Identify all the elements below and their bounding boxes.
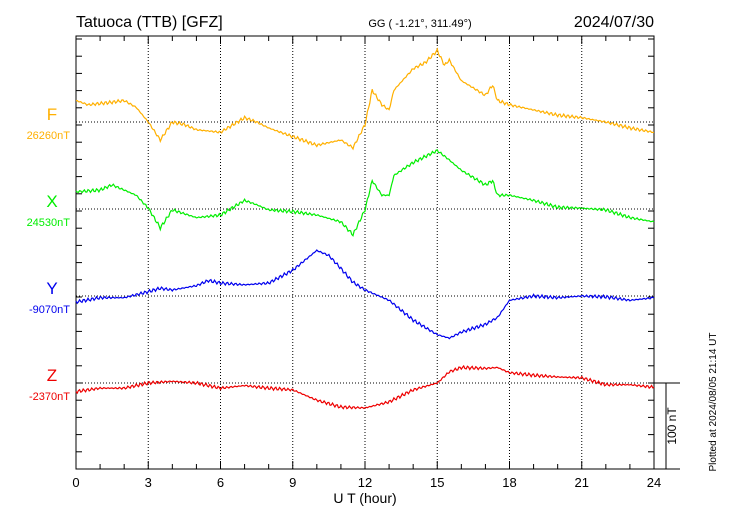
- series-label-f: F: [47, 105, 57, 124]
- series-line-y: [75, 249, 655, 340]
- x-tick-label: 15: [430, 475, 444, 490]
- baseline-label-x: 24530nT: [27, 217, 71, 229]
- baseline-label-f: 26260nT: [27, 130, 71, 142]
- series-line-x: [75, 149, 655, 237]
- chart-date: 2024/07/30: [574, 14, 654, 31]
- x-tick-label: 21: [575, 475, 589, 490]
- plot-footer: Plotted at 2024/08/05 21:14 UT: [708, 333, 719, 472]
- x-tick-label: 12: [358, 475, 372, 490]
- chart-title: Tatuoca (TTB) [GFZ]: [76, 14, 223, 31]
- x-tick-label: 18: [502, 475, 516, 490]
- series-line-z: [75, 364, 655, 410]
- series-label-z: Z: [47, 366, 57, 385]
- baseline-label-y: -9070nT: [29, 304, 70, 316]
- scale-label: 100 nT: [665, 407, 679, 445]
- series-label-x: X: [46, 192, 57, 211]
- x-tick-label: 9: [289, 475, 296, 490]
- x-tick-label: 3: [145, 475, 152, 490]
- x-tick-label: 6: [217, 475, 224, 490]
- x-tick-label: 0: [72, 475, 79, 490]
- series-line-f: [75, 47, 655, 151]
- chart-subtitle: GG ( -1.21°, 311.49°): [368, 18, 471, 30]
- x-tick-label: 24: [647, 475, 661, 490]
- x-axis-label: U T (hour): [333, 490, 396, 506]
- baseline-label-z: -2370nT: [29, 391, 70, 403]
- series-label-y: Y: [46, 279, 57, 298]
